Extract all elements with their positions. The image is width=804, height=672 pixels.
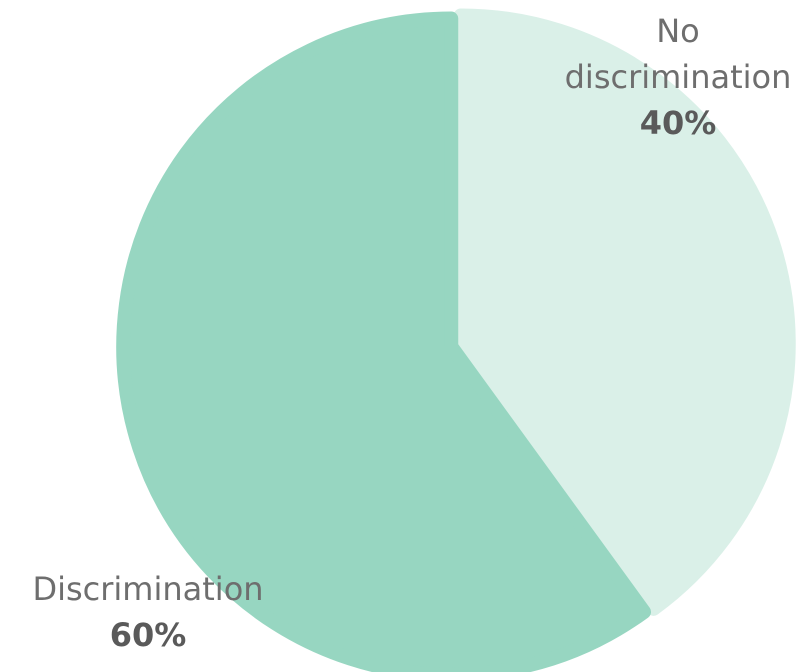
pie-label-name-line: discrimination <box>565 58 792 96</box>
pie-label-value: 60% <box>110 616 187 654</box>
pie-slice-no-discrimination <box>453 8 796 616</box>
pie-label-no-discrimination: No discrimination 40% <box>565 12 792 142</box>
pie-labels: No discrimination 40% Discrimination 60% <box>32 12 791 654</box>
pie-label-discrimination: Discrimination 60% <box>32 570 263 654</box>
pie-slice-discrimination <box>116 11 652 672</box>
pie-label-value: 40% <box>640 104 717 142</box>
pie-label-name-line: Discrimination <box>32 570 263 608</box>
pie-label-name-line: No <box>656 12 700 50</box>
pie-slices <box>116 8 796 672</box>
